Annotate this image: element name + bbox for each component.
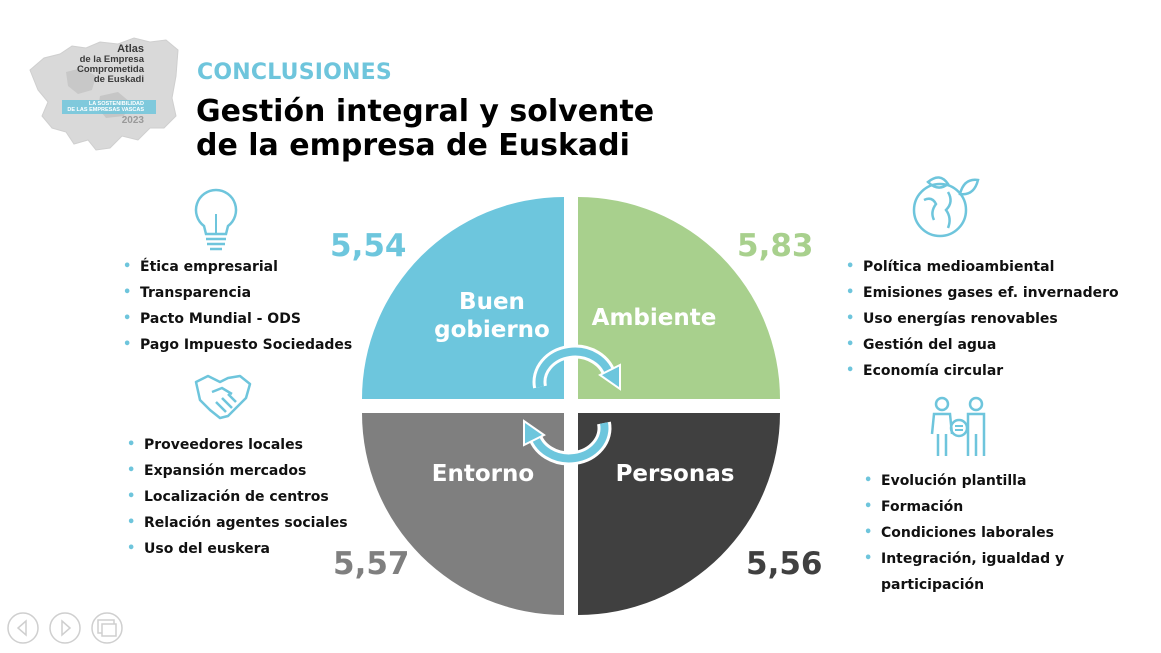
title-line-1: Gestión integral y solvente <box>196 94 655 129</box>
score-personas: 5,56 <box>746 546 823 582</box>
handshake-icon <box>194 374 252 420</box>
atlas-logo: Atlas de la Empresa Comprometida de Eusk… <box>26 36 182 154</box>
list-item: Uso del euskera <box>124 540 348 566</box>
euskadi-map-icon <box>29 37 179 151</box>
list-item: Integración, igualdad y <box>861 550 1064 576</box>
list-entorno: Proveedores locales Expansión mercados L… <box>124 436 348 566</box>
quadrant-ambiente <box>578 197 780 399</box>
list-item: Localización de centros <box>124 488 348 514</box>
logo-year: 2023 <box>121 115 144 126</box>
quadrant-entorno <box>362 413 564 615</box>
list-item: Emisiones gases ef. invernadero <box>843 284 1119 310</box>
logo-line-1: Atlas <box>117 43 144 55</box>
list-item: Uso energías renovables <box>843 310 1119 336</box>
label-buen-gobierno-2: gobierno <box>434 317 550 343</box>
list-item: participación <box>881 577 985 593</box>
quadrant-diagram: Buen gobierno Ambiente Entorno Personas <box>362 197 780 615</box>
next-slide-button[interactable] <box>49 612 81 644</box>
list-personas: Evolución plantilla Formación Condicione… <box>861 472 1064 602</box>
list-item: Pacto Mundial - ODS <box>120 310 352 336</box>
list-item: Transparencia <box>120 284 352 310</box>
list-item: Expansión mercados <box>124 462 348 488</box>
list-ambiente: Política medioambiental Emisiones gases … <box>843 258 1119 388</box>
triangle-right-icon <box>61 619 72 637</box>
slideshow-nav <box>7 612 123 644</box>
list-item: Política medioambiental <box>843 258 1119 284</box>
cycle-arrows-icon <box>523 344 621 466</box>
triangle-left-icon <box>16 619 27 637</box>
list-item: Evolución plantilla <box>861 472 1064 498</box>
logo-line-5: LA SOSTENIBILIDAD <box>88 101 144 107</box>
list-item: Formación <box>861 498 1064 524</box>
people-equality-icon <box>930 396 986 456</box>
globe-leaves-icon <box>912 176 980 238</box>
label-buen-gobierno-1: Buen <box>459 289 525 315</box>
list-item: Condiciones laborales <box>861 524 1064 550</box>
section-heading: CONCLUSIONES <box>197 60 392 85</box>
label-personas: Personas <box>616 461 735 487</box>
list-buen-gobierno: Ética empresarial Transparencia Pacto Mu… <box>120 258 352 362</box>
title-line-2: de la empresa de Euskadi <box>196 128 630 163</box>
logo-line-6: DE LAS EMPRESAS VASCAS <box>67 107 144 113</box>
label-ambiente: Ambiente <box>592 305 717 331</box>
list-item: Pago Impuesto Sociedades <box>120 336 352 362</box>
slide-menu-button[interactable] <box>91 612 123 644</box>
logo-line-2: de la Empresa <box>79 54 144 65</box>
list-item: Proveedores locales <box>124 436 348 462</box>
previous-slide-button[interactable] <box>7 612 39 644</box>
list-item: Ética empresarial <box>120 258 352 284</box>
page-title: Gestión integral y solvente de la empres… <box>196 95 654 163</box>
score-ambiente: 5,83 <box>737 228 814 264</box>
label-entorno: Entorno <box>432 461 534 487</box>
logo-line-4: de Euskadi <box>93 74 144 85</box>
lightbulb-icon <box>194 188 238 251</box>
logo-line-3: Comprometida <box>76 64 144 75</box>
quadrant-buen-gobierno <box>362 197 564 399</box>
list-item: Economía circular <box>843 362 1119 388</box>
quadrant-personas <box>578 413 780 615</box>
list-item: Gestión del agua <box>843 336 1119 362</box>
list-item: Relación agentes sociales <box>124 514 348 540</box>
